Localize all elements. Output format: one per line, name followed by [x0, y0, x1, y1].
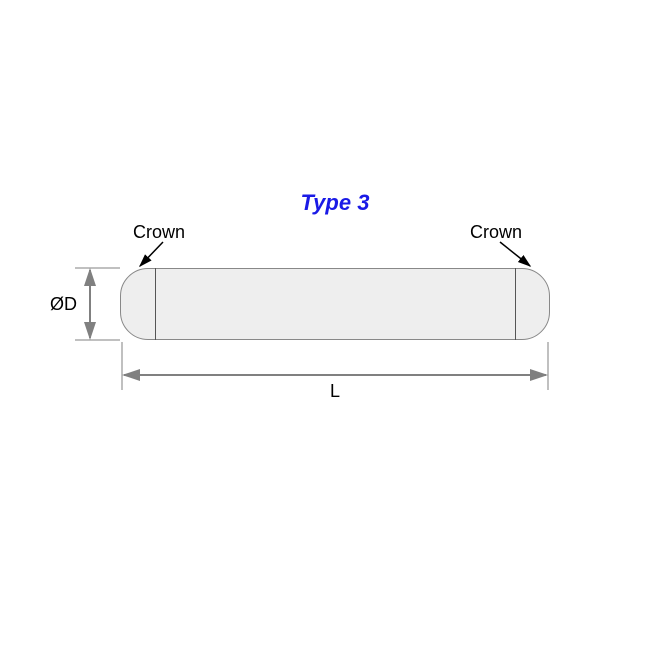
- diagram-title: Type 3: [301, 190, 370, 216]
- title-text: Type 3: [301, 190, 370, 215]
- crown-arrow-right: [500, 242, 530, 266]
- crown-arrow-left: [140, 242, 163, 266]
- length-text: L: [330, 381, 340, 401]
- crown-label-left: Crown: [133, 222, 185, 243]
- crown-left-text: Crown: [133, 222, 185, 242]
- pin-body: [120, 268, 550, 340]
- crown-right-text: Crown: [470, 222, 522, 242]
- diameter-text: ØD: [50, 294, 77, 314]
- pin-end-line-left: [155, 268, 156, 340]
- diagram-canvas: Type 3 Crown Crown ØD L: [0, 0, 670, 670]
- length-label: L: [330, 381, 340, 402]
- diameter-label: ØD: [50, 294, 77, 315]
- crown-label-right: Crown: [470, 222, 522, 243]
- pin-end-line-right: [515, 268, 516, 340]
